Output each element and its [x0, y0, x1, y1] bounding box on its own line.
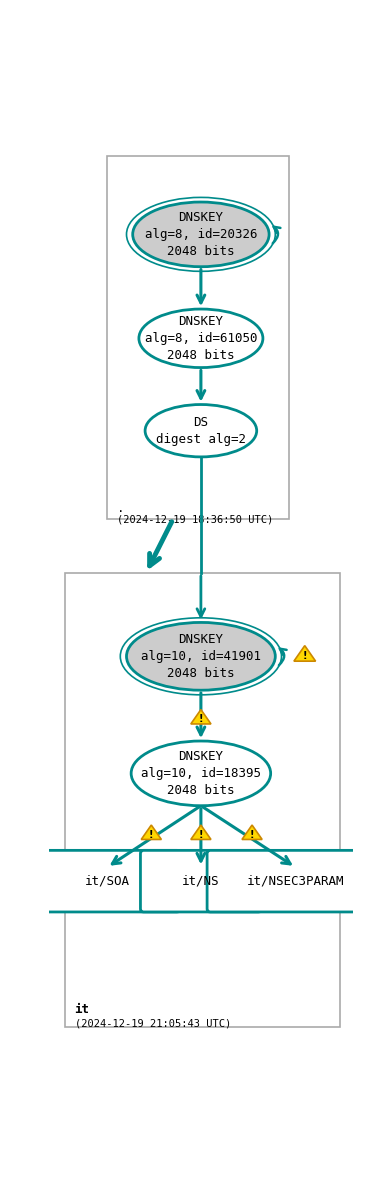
FancyBboxPatch shape [34, 851, 180, 912]
Text: !: ! [149, 830, 154, 840]
FancyBboxPatch shape [140, 851, 261, 912]
Text: !: ! [199, 715, 203, 724]
Polygon shape [191, 825, 211, 840]
Bar [65, 573, 339, 1028]
Ellipse shape [127, 622, 275, 690]
Text: DNSKEY
alg=10, id=18395
2048 bits: DNSKEY alg=10, id=18395 2048 bits [141, 750, 261, 797]
Polygon shape [242, 825, 262, 840]
Ellipse shape [131, 741, 270, 806]
Ellipse shape [145, 405, 257, 457]
Text: it/SOA: it/SOA [85, 874, 130, 887]
FancyBboxPatch shape [207, 851, 384, 912]
Ellipse shape [133, 202, 269, 266]
Ellipse shape [139, 309, 263, 368]
Text: (2024-12-19 18:36:50 UTC): (2024-12-19 18:36:50 UTC) [117, 515, 274, 524]
Text: !: ! [250, 830, 254, 840]
Text: it: it [74, 1003, 90, 1016]
Text: it/NS: it/NS [182, 874, 220, 887]
Text: DNSKEY
alg=8, id=20326
2048 bits: DNSKEY alg=8, id=20326 2048 bits [145, 211, 257, 258]
Polygon shape [191, 710, 211, 724]
Text: DS
digest alg=2: DS digest alg=2 [156, 415, 246, 446]
Polygon shape [294, 646, 316, 661]
Text: it/NSEC3PARAM: it/NSEC3PARAM [247, 874, 344, 887]
Text: DNSKEY
alg=8, id=61050
2048 bits: DNSKEY alg=8, id=61050 2048 bits [145, 315, 257, 362]
Polygon shape [141, 825, 162, 840]
Text: .: . [117, 503, 125, 516]
Text: (2024-12-19 21:05:43 UTC): (2024-12-19 21:05:43 UTC) [74, 1019, 231, 1028]
FancyArrowPatch shape [273, 227, 280, 244]
Text: !: ! [303, 652, 307, 661]
Bar [107, 156, 289, 519]
FancyArrowPatch shape [279, 648, 287, 665]
Text: !: ! [199, 830, 203, 840]
Text: DNSKEY
alg=10, id=41901
2048 bits: DNSKEY alg=10, id=41901 2048 bits [141, 633, 261, 680]
